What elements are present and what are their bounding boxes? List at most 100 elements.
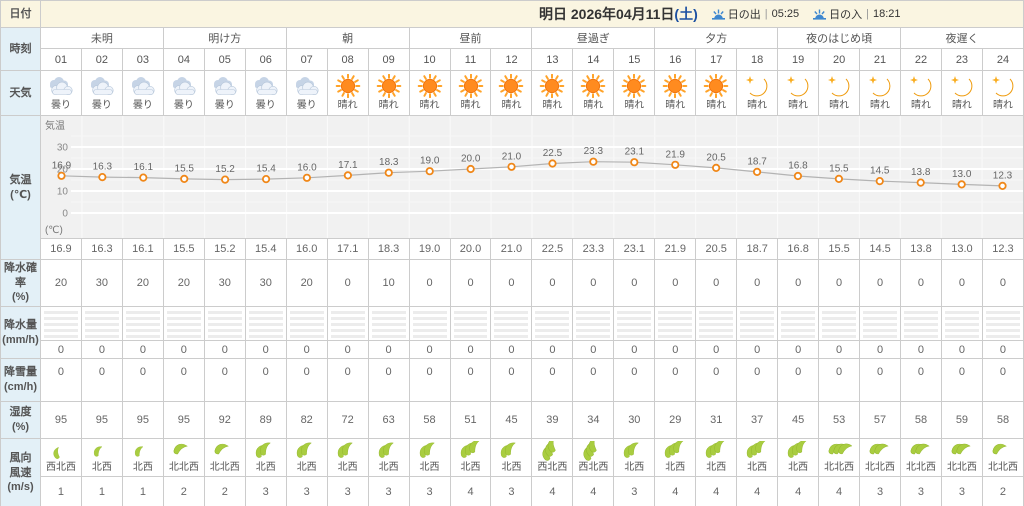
hour-cell: 05 — [203, 48, 246, 71]
wind-direction-cell: 北西 — [736, 438, 779, 477]
date-day: (土) — [674, 6, 698, 22]
snowfall-value-cell: 0 — [531, 358, 574, 402]
wind-speed-cell: 3 — [367, 476, 410, 506]
wind-direction-icon — [369, 441, 408, 461]
temperature-value-cell: 18.3 — [367, 238, 410, 260]
clear-night-moon-icon — [738, 74, 777, 98]
precipitation-bar-cell — [572, 306, 615, 341]
svg-text:30: 30 — [57, 142, 69, 153]
svg-text:12.3: 12.3 — [993, 170, 1013, 181]
precipitation-value-cell: 0 — [162, 340, 205, 359]
wind-direction-icon — [246, 441, 285, 461]
precip-probability-cell: 0 — [900, 259, 942, 307]
hour-cell: 02 — [80, 48, 123, 71]
wind-speed-cell: 4 — [531, 476, 574, 506]
wind-direction-icon — [287, 441, 326, 461]
svg-text:16.9: 16.9 — [52, 160, 72, 171]
precipitation-bar-cell — [613, 306, 656, 341]
wind-speed-cell: 1 — [80, 476, 123, 506]
sunny-icon — [328, 73, 367, 98]
weather-cell: 晴れ — [818, 70, 861, 116]
wind-direction-text: 西北西 — [537, 461, 568, 473]
temperature-value-cell: 13.0 — [940, 238, 983, 260]
temperature-value-cell: 15.2 — [203, 238, 246, 260]
wind-speed-cell: 4 — [777, 476, 820, 506]
humidity-value-cell: 58 — [981, 401, 1024, 439]
temperature-value-cell: 15.5 — [162, 238, 205, 260]
snowfall-value-cell: 0 — [285, 358, 328, 402]
precipitation-bar-cell — [121, 306, 164, 341]
wind-direction-cell: 北西 — [367, 438, 410, 477]
weather-text: 晴れ — [378, 99, 399, 111]
temperature-value-cell: 16.8 — [777, 238, 820, 260]
precipitation-value-cell: 0 — [981, 340, 1024, 359]
clear-night-moon-icon — [779, 74, 818, 98]
precipitation-bar-cell — [900, 306, 942, 341]
precip-probability-cell: 20 — [162, 259, 205, 307]
sunny-icon — [369, 73, 408, 98]
snowfall-label: 降雪量 — [4, 366, 37, 379]
sunny-icon — [451, 73, 490, 98]
wind-direction-cell: 北北西 — [859, 438, 902, 477]
wind-direction-cell: 北西 — [490, 438, 533, 477]
hour-cell: 06 — [244, 48, 287, 71]
humidity-value-cell: 57 — [859, 401, 902, 439]
weather-cell: 晴れ — [490, 70, 533, 116]
humidity-value-cell: 92 — [203, 401, 246, 439]
precipitation-value-cell: 0 — [244, 340, 287, 359]
wind-direction-icon — [123, 441, 162, 461]
svg-text:20: 20 — [57, 164, 69, 175]
date-cell: 明日 2026年04月11日(土) 日の出 | 05:25 日の入 | 18:21 — [40, 0, 1024, 28]
weather-text: 晴れ — [788, 99, 809, 111]
humidity-value-cell: 30 — [613, 401, 656, 439]
precip-probability-cell: 20 — [121, 259, 164, 307]
wind-direction-icon — [656, 440, 695, 461]
wind-speed-cell: 2 — [203, 476, 246, 506]
wind-direction-icon — [697, 440, 736, 461]
hour-cell: 11 — [449, 48, 492, 71]
precip-probability-cell: 0 — [777, 259, 820, 307]
wind-direction-text: 北西 — [706, 461, 727, 473]
sunny-icon — [574, 73, 613, 98]
weather-text: 晴れ — [706, 99, 727, 111]
weather-text: 晴れ — [829, 99, 850, 111]
hour-cell: 12 — [490, 48, 533, 71]
wind-direction-text: 北北西 — [946, 461, 977, 473]
precipitation-bar-cell — [367, 306, 410, 341]
weather-cell: 晴れ — [613, 70, 656, 116]
wind-direction-icon — [820, 441, 859, 461]
temperature-unit: (℃) — [10, 188, 31, 201]
wind-speed-cell: 4 — [736, 476, 779, 506]
cloudy-icon — [82, 74, 121, 98]
snowfall-unit: (cm/h) — [4, 381, 37, 393]
temperature-value-cell: 22.5 — [531, 238, 574, 260]
weather-text: 曇り — [173, 99, 194, 111]
wind-direction-icon — [779, 440, 818, 461]
wind-direction-cell: 北北西 — [981, 438, 1024, 477]
sunrise-info: 日の出 | 05:25 — [711, 6, 800, 22]
clear-night-moon-icon — [820, 74, 859, 98]
weather-cell: 曇り — [203, 70, 246, 116]
temperature-value-cell: 21.0 — [490, 238, 533, 260]
temperature-values-row: 16.9 16.3 16.1 15.5 15.2 15.4 16.0 17.1 18.3 19.0… — [1, 238, 1024, 260]
precip-probability-cell: 0 — [940, 259, 983, 307]
sunrise-time: 05:25 — [771, 8, 800, 20]
time-period-cell: 朝 — [285, 27, 410, 49]
precipitation-value-cell: 0 — [736, 340, 779, 359]
wind-direction-text: 北西 — [665, 461, 686, 473]
wind-speed-cell: 3 — [613, 476, 656, 506]
precipitation-value-cell: 0 — [367, 340, 410, 359]
weather-cell: 曇り — [162, 70, 205, 116]
snowfall-value-cell: 0 — [654, 358, 697, 402]
wind-speed-cell: 4 — [572, 476, 615, 506]
precip-probability-cell: 10 — [367, 259, 410, 307]
precipitation-value-cell: 0 — [654, 340, 697, 359]
svg-text:21.9: 21.9 — [666, 149, 686, 160]
clear-night-moon-icon — [983, 74, 1022, 98]
hour-cell: 07 — [285, 48, 328, 71]
wind-direction-icon — [574, 440, 613, 461]
cloudy-icon — [246, 74, 285, 98]
wind-speed-cell: 3 — [900, 476, 942, 506]
wind-direction-cell: 北西 — [285, 438, 328, 477]
sunny-icon — [533, 73, 572, 98]
